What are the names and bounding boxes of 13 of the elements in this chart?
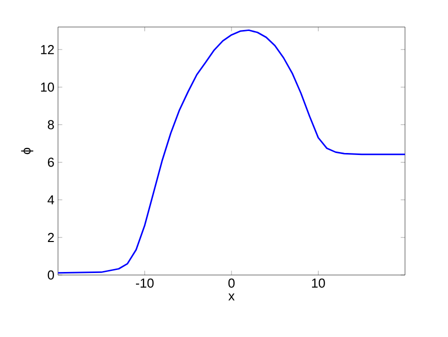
y-tick-label: 2 (48, 232, 54, 242)
y-tick-label: 10 (41, 82, 54, 92)
y-tick-label: 6 (48, 158, 54, 167)
y-tick-label: 8 (48, 120, 54, 130)
y-axis-title: ϕ (21, 148, 34, 154)
y-tick-label: 4 (48, 195, 54, 204)
x-tick-label: 10 (312, 278, 325, 288)
x-tick-label: -10 (136, 278, 154, 288)
line-series (58, 29, 405, 274)
y-tick-label: 12 (41, 45, 54, 54)
y-tick-label: 0 (48, 270, 54, 280)
x-tick-label: 0 (228, 278, 235, 288)
x-axis-title: x (228, 294, 235, 300)
